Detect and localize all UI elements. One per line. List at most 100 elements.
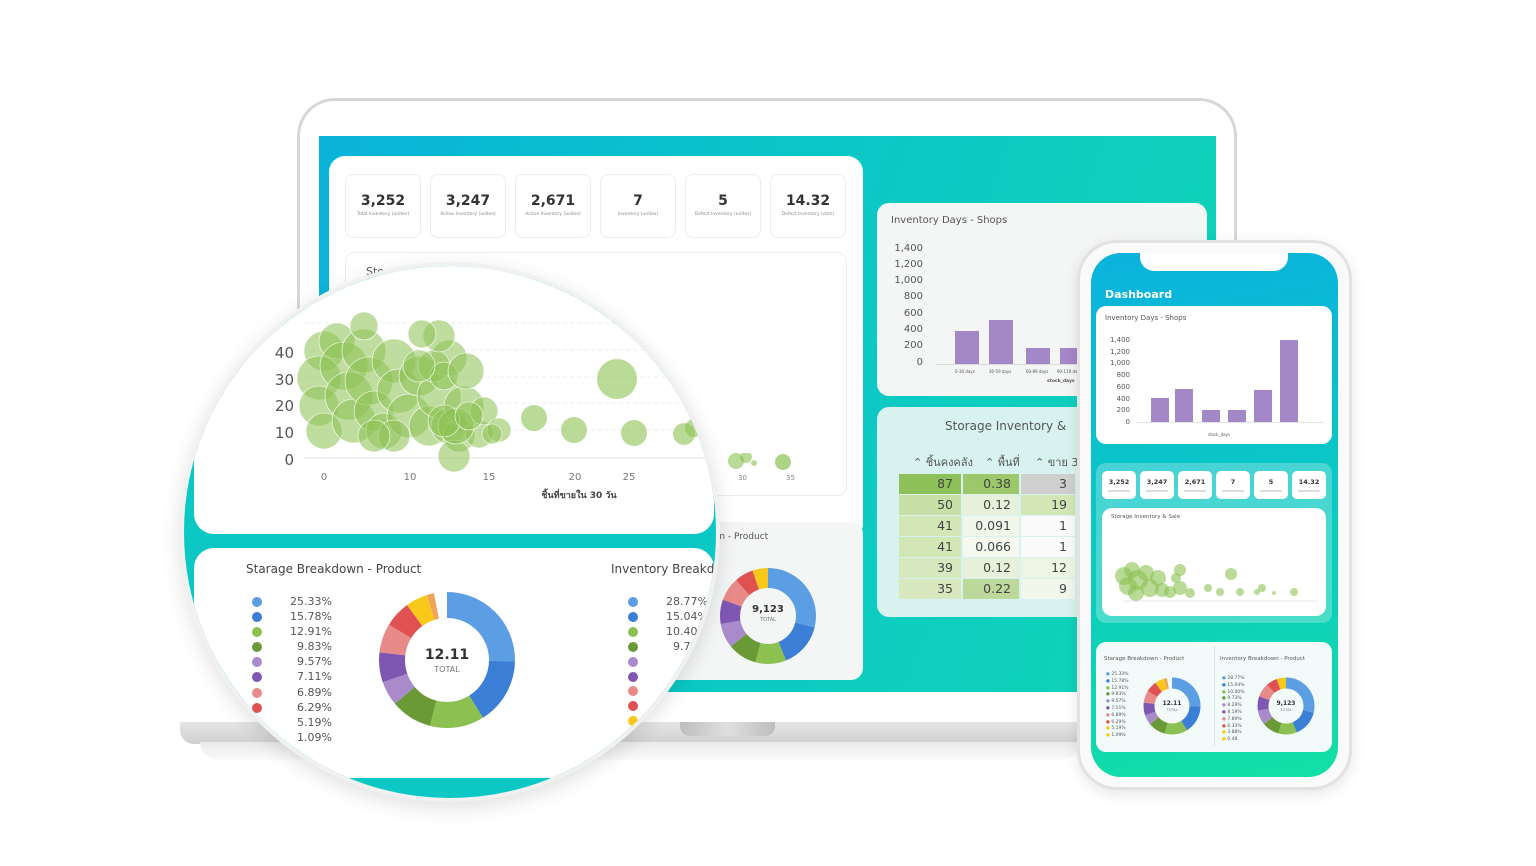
storage-donut-chart[interactable] (377, 590, 517, 730)
kpi-card[interactable]: 5 Defect Inventory (unites) (685, 174, 761, 238)
legend-item[interactable] (628, 701, 638, 711)
kpi-card[interactable]: 3,247 Active Inventory (unites) (430, 174, 506, 238)
bar[interactable] (1254, 390, 1272, 422)
legend-item[interactable]: 10.40% (628, 625, 708, 638)
donut-total-label: TOTAL (760, 617, 776, 623)
magnified-breakdown-section: Starage Breakdown - Product Inventory Br… (194, 548, 714, 778)
table-cell: 0.066 (963, 537, 1019, 557)
phone-inventory-donut[interactable] (1256, 676, 1316, 736)
svg-text:35: 35 (786, 474, 795, 482)
bar[interactable] (1202, 410, 1220, 422)
legend-item[interactable]: 8. (628, 670, 708, 683)
phone-bubble-chart[interactable]: Storage Inventory & Sale (1102, 508, 1326, 616)
legend-item[interactable]: 12.91% (252, 625, 332, 638)
table-cell: 0.22 (963, 579, 1019, 599)
svg-text:0: 0 (284, 451, 294, 469)
svg-text:20: 20 (275, 397, 294, 415)
y-tick: 200 (903, 340, 923, 351)
kpi-card[interactable]: 3,252 (1102, 471, 1136, 499)
svg-text:10: 10 (404, 472, 417, 483)
legend-item[interactable] (628, 686, 638, 696)
bubble-chart[interactable]: 40 30 20 10 0 (194, 266, 714, 534)
kpi-label: Active Inventory (unites) (440, 212, 496, 217)
kpi-label: Defect Inventory (unites) (694, 212, 752, 217)
table-cell: 50 (899, 495, 961, 515)
chart-title: Inventory Days - Shops (1105, 314, 1187, 322)
chart-title: Inventory Breakd (611, 562, 715, 576)
kpi-label: Inventory (unites) (617, 212, 659, 217)
legend-item[interactable]: 15.78% (252, 610, 332, 623)
legend-item[interactable]: 6.29% (252, 701, 332, 714)
legend-item[interactable]: 5.19% (252, 716, 332, 729)
x-axis (935, 364, 1195, 365)
kpi-card[interactable]: 7 (1216, 471, 1250, 499)
table-cell: 12 (1021, 558, 1075, 578)
kpi-card[interactable]: 5 (1254, 471, 1288, 499)
bar[interactable] (1228, 410, 1246, 422)
column-header[interactable]: ⌃ ขาย 30 (1035, 456, 1086, 469)
table-cell: 9 (1021, 579, 1075, 599)
kpi-value: 5 (718, 193, 728, 209)
chart-title: Storage Inventory & Sale (1111, 514, 1181, 520)
y-tick: 1,200 (894, 259, 923, 270)
table-cell: 35 (899, 579, 961, 599)
kpi-card[interactable]: 14.32 (1292, 471, 1326, 499)
svg-text:40: 40 (275, 344, 294, 362)
phone-storage-donut[interactable] (1142, 676, 1202, 736)
kpi-card[interactable]: 2,671 Active Inventory (unites) (515, 174, 591, 238)
svg-text:15: 15 (483, 472, 496, 483)
legend-item[interactable]: 1.09% (297, 731, 332, 744)
table-cell: 87 (899, 474, 961, 494)
column-header[interactable]: ⌃ ชิ้นคงคลัง (913, 456, 973, 469)
kpi-card[interactable]: 2,671 (1178, 471, 1212, 499)
chart-title: Starage Breakdown - Product (1104, 656, 1185, 662)
table-cell: 3 (1021, 474, 1075, 494)
legend-item[interactable]: 9.83% (252, 640, 332, 653)
kpi-value: 3,247 (445, 193, 491, 209)
kpi-label: Active Inventory (unites) (525, 212, 581, 217)
table-cell: 0.12 (963, 558, 1019, 578)
legend-item[interactable]: 7.11% (252, 670, 332, 683)
legend-item[interactable]: 25.33% (252, 595, 332, 608)
y-tick: 800 (903, 291, 923, 302)
table-cell: 19 (1021, 495, 1075, 515)
x-label: 90-119 days (1057, 369, 1082, 374)
y-tick: 1,400 (894, 243, 923, 254)
bar[interactable] (1280, 340, 1298, 422)
legend-item[interactable]: 28.77% (628, 595, 708, 608)
table-cell: 0.38 (963, 474, 1019, 494)
legend-item[interactable] (628, 716, 638, 726)
bar[interactable] (955, 331, 979, 364)
inventory-donut-chart[interactable] (718, 566, 818, 666)
svg-text:30: 30 (738, 474, 747, 482)
legend-item[interactable]: 9.57% (252, 655, 332, 668)
table-title: Storage Inventory & (945, 419, 1067, 433)
svg-text:25: 25 (623, 472, 636, 483)
x-label: 60-89 days (1026, 369, 1049, 374)
bar[interactable] (1175, 389, 1193, 422)
kpi-value: 14.32 (785, 193, 831, 209)
x-label: 30-59 days (989, 369, 1012, 374)
legend-item[interactable]: 9.73% (628, 640, 708, 653)
bar[interactable] (1151, 398, 1169, 422)
bar[interactable] (1026, 348, 1050, 364)
legend-item[interactable]: 6.89% (252, 686, 332, 699)
kpi-card[interactable]: 3,247 (1140, 471, 1174, 499)
kpi-card[interactable]: 3,252 Total Inventory (unites) (345, 174, 421, 238)
svg-text:ชิ้นที่ขายใน 30 วัน: ชิ้นที่ขายใน 30 วัน (541, 488, 617, 501)
legend-item[interactable]: 15.04% (628, 610, 708, 623)
phone-inventory-days-chart: Inventory Days - Shops 1,400 1,200 1,000 80… (1096, 306, 1332, 444)
bar[interactable] (989, 320, 1013, 364)
y-axis: 1,400 1,200 1,000 800 600 400 200 0 (1109, 336, 1130, 426)
divider (1214, 646, 1215, 746)
phone-notch (1140, 253, 1288, 271)
kpi-card[interactable]: 14.32 Defect Inventory (cbm) (770, 174, 846, 238)
y-tick: 400 (903, 324, 923, 335)
kpi-value: 7 (633, 193, 643, 209)
column-header[interactable]: ⌃ พื้นที่ (985, 456, 1020, 469)
donut-total-label: TOTAL (434, 665, 460, 674)
table-cell: 0.091 (963, 516, 1019, 536)
kpi-card[interactable]: 7 Inventory (unites) (600, 174, 676, 238)
legend-item[interactable]: 8.2 (628, 655, 708, 668)
x-title: stock_days (1208, 432, 1231, 437)
